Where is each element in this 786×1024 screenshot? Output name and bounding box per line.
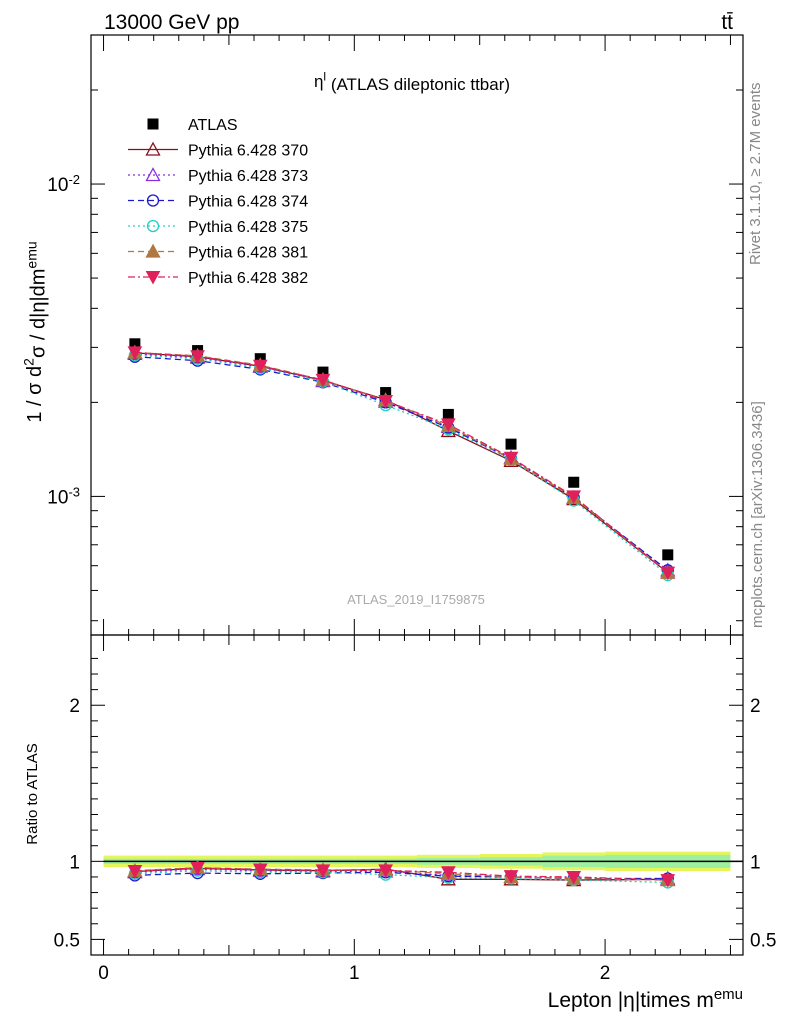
legend-label: Pythia 6.428 375 [188, 219, 308, 236]
main-series-2 [127, 345, 676, 577]
ratio-data-point [315, 864, 331, 878]
legend-entry: Pythia 6.428 374 [128, 194, 308, 211]
legend-marker [145, 271, 161, 285]
main-plot-title: ηl​ (ATLAS dileptonic ttbar) [314, 69, 510, 93]
x-tick-label: 1 [349, 963, 360, 984]
main-y-tick-label: 10-3​ [47, 484, 80, 508]
main-y-axis-label: 1 / σ d2​σ / d|η|dmemu​ [20, 241, 49, 422]
main-series-line [134, 351, 669, 574]
legend-entry: Pythia 6.428 370 [128, 141, 308, 160]
main-series-5 [127, 344, 676, 579]
series-layer [127, 338, 676, 889]
main-data-point [503, 451, 519, 466]
header-left: 13000 GeV pp [104, 11, 239, 34]
main-series-line [134, 351, 669, 574]
main-data-point [252, 359, 268, 374]
ratio-data-point [252, 863, 268, 878]
main-data-point [127, 346, 143, 360]
ratio-data-point [660, 874, 676, 888]
ratio-data-point [127, 865, 143, 879]
main-data-point [190, 350, 205, 364]
legend-marker [147, 118, 159, 130]
main-data-point [442, 408, 454, 420]
mcplots-reference-label: mcplots.cern.ch [arXiv:1306.3436] [749, 401, 766, 628]
ratio-series-5 [127, 861, 676, 888]
legend-marker [146, 219, 160, 233]
ratio-y-tick-label-right: 0.5 [750, 930, 776, 951]
main-series-4 [128, 349, 674, 582]
main-series-3 [128, 350, 674, 577]
ratio-data-point [441, 866, 456, 880]
ratio-data-point [566, 870, 582, 885]
analysis-watermark: ATLAS_2019_I1759875 [347, 592, 485, 607]
main-series-line [134, 353, 669, 571]
main-data-point [566, 490, 582, 504]
legend-entry: ATLAS [147, 117, 238, 134]
axes-layer: 10-3​ 10-2​ 0 1 2 0.5 0.5 1 1 2 2 [47, 34, 776, 984]
legend-marker [146, 194, 160, 207]
main-data-point [378, 395, 393, 409]
legend-label: Pythia 6.428 373 [188, 168, 308, 185]
legend-entry: Pythia 6.428 382 [128, 270, 308, 287]
x-tick-label: 0 [98, 963, 109, 984]
ratio-data-point [190, 861, 205, 876]
main-y-tick-label: 10-2​ [47, 172, 80, 196]
legend-entry: Pythia 6.428 375 [128, 219, 308, 236]
legend-marker [145, 141, 161, 156]
ratio-y-tick-label-left: 1 [69, 852, 80, 873]
legend-label: Pythia 6.428 374 [188, 194, 308, 211]
ratio-y-tick-label-left: 2 [69, 696, 80, 717]
main-data-point [662, 549, 674, 561]
rivet-version-label: Rivet 3.1.10, ≥ 2.7M events [747, 83, 764, 266]
legend: ATLAS Pythia 6.428 370 Pythia 6.428 373 Pyt… [128, 117, 308, 287]
ratio-data-point [503, 870, 519, 884]
main-data-point [129, 338, 141, 350]
main-data-point [660, 566, 676, 581]
x-tick-label: 2 [600, 963, 611, 984]
main-data-point [315, 373, 331, 388]
main-data-point [568, 476, 580, 488]
legend-label: Pythia 6.428 381 [188, 245, 308, 262]
ratio-uncertainty-band [103, 851, 743, 872]
legend-entry: Pythia 6.428 381 [128, 243, 308, 262]
ratio-y-tick-label-left: 0.5 [54, 930, 80, 951]
main-series-line [134, 352, 669, 574]
legend-entry: Pythia 6.428 373 [128, 167, 308, 185]
main-series-1 [127, 345, 676, 579]
legend-marker [145, 167, 161, 182]
ratio-y-tick-label-right: 2 [750, 696, 761, 717]
legend-label: Pythia 6.428 370 [188, 143, 308, 160]
legend-label: Pythia 6.428 382 [188, 270, 308, 287]
ratio-data-point [378, 864, 393, 878]
main-series-6 [127, 346, 676, 581]
header-right: tt̄ [721, 11, 733, 34]
ratio-plot-frame [90, 634, 744, 956]
main-data-point [505, 438, 517, 450]
ratio-y-axis-label: Ratio to ATLAS [24, 743, 41, 844]
main-series-0 [129, 338, 674, 561]
ratio-y-tick-label-right: 1 [750, 852, 761, 873]
legend-marker [145, 243, 161, 258]
main-data-point [441, 418, 456, 432]
legend-label: ATLAS [188, 117, 238, 134]
main-series-line [134, 356, 669, 571]
main-series-line [134, 354, 669, 576]
x-axis-label: Lepton |η|times memu​ [548, 986, 743, 1012]
